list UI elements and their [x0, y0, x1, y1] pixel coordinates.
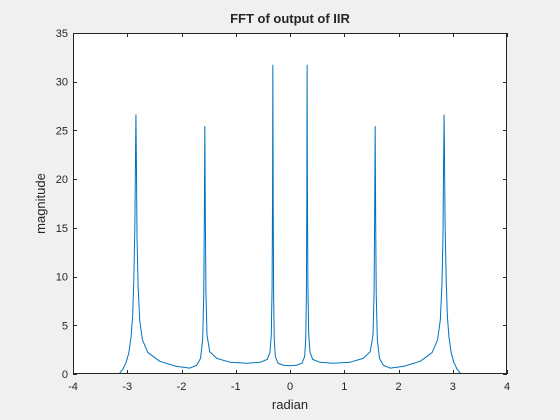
y-tick-label: 0	[62, 369, 68, 381]
x-tick-label: 1	[341, 381, 347, 393]
x-tick-label: -3	[122, 381, 132, 393]
series-line-1	[119, 64, 461, 374]
y-tick-label: 30	[56, 77, 68, 89]
y-tick-label: 10	[56, 272, 68, 284]
y-tick-label: 20	[56, 174, 68, 186]
plot-area	[73, 33, 507, 374]
y-axis-ticks: 0 5 10 15 20 25 30 35	[56, 28, 507, 381]
y-tick-label: 15	[56, 223, 68, 235]
y-tick-label: 35	[56, 28, 68, 40]
x-tick-label: -4	[68, 381, 78, 393]
x-tick-label: 4	[504, 381, 510, 393]
x-tick-label: 3	[450, 381, 456, 393]
series-layer	[119, 64, 461, 374]
y-tick-label: 5	[62, 320, 68, 332]
x-tick-label: -2	[177, 381, 187, 393]
y-tick-label: 25	[56, 125, 68, 137]
x-axis-ticks: -4 -3 -2 -1 0 1 2 3 4	[68, 33, 510, 393]
x-axis-label: radian	[272, 397, 308, 412]
x-tick-label: 0	[287, 381, 293, 393]
chart-title: FFT of output of IIR	[230, 11, 350, 26]
x-tick-label: 2	[395, 381, 401, 393]
x-tick-label: -1	[231, 381, 241, 393]
y-axis-label: magnitude	[33, 173, 48, 234]
